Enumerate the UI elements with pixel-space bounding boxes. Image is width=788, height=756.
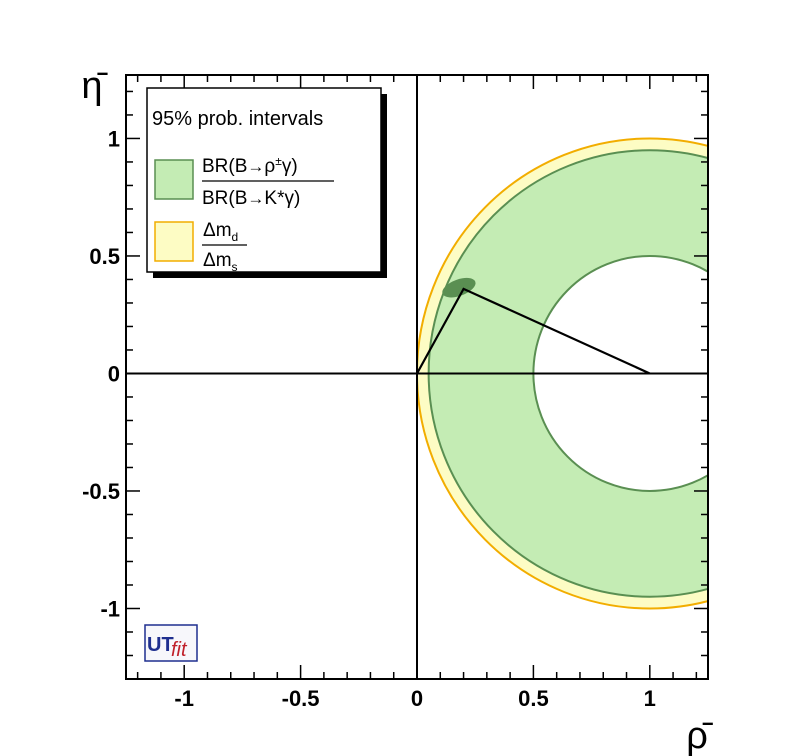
y-tick-label: -0.5 [82,479,120,504]
legend: 95% prob. intervals BR(B→ρ±γ) BR(B→K*γ) … [146,87,387,278]
logo-frame [144,624,198,662]
y-axis-title: η̄ [81,65,108,107]
y-tick-label: 0.5 [89,244,120,269]
x-tick-label: 0 [411,686,423,711]
x-axis-title: ρ̄ [686,715,714,756]
x-tick-label: -1 [174,686,194,711]
utfit-logo: UT fit [144,624,198,662]
y-tick-label: 0 [108,361,120,386]
legend-entry-1-denominator: BR(B→K*γ) [202,188,300,209]
apex-region [442,277,476,298]
logo-text-ut: UT [147,634,174,656]
y-tick-label: -1 [100,596,120,621]
x-tick-label: -0.5 [282,686,320,711]
logo-text-fit: fit [171,639,188,661]
legend-entry-2-denominator: Δms [203,250,238,274]
axis-ticks: -1 -0.5 0 0.5 1 1 0.5 0 -0.5 -1 [82,75,708,711]
legend-swatch-yellow [154,221,194,262]
unitarity-triangle [416,287,651,375]
x-tick-label: 1 [644,686,656,711]
legend-header: 95% prob. intervals [152,108,323,130]
y-tick-label: 1 [108,126,120,151]
x-tick-label: 0.5 [518,686,549,711]
legend-swatch-green [154,159,194,200]
region-br-ratio [428,150,708,597]
legend-entry-1-numerator: BR(B→ρ±γ) [202,154,298,177]
